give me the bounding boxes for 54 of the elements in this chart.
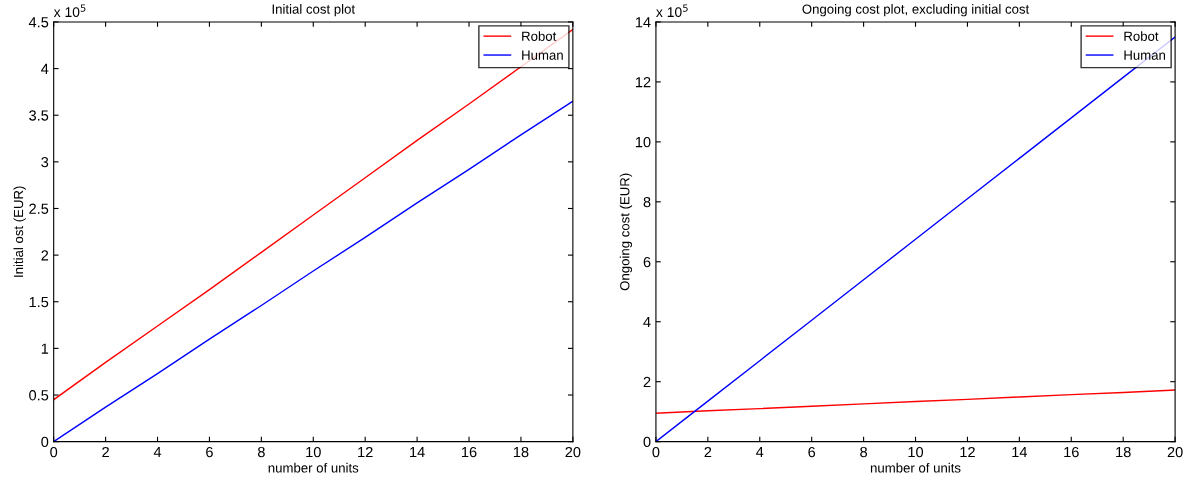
- x-tick-label: 2: [704, 446, 712, 458]
- x-tick-label: 10: [908, 446, 924, 458]
- legend-label: Robot: [1124, 31, 1159, 41]
- y-tick-label: 2: [41, 250, 49, 261]
- x-tick-label: 4: [153, 447, 162, 458]
- y-tick-label: 1.5: [29, 297, 49, 308]
- y-axis-title: Ongoing cost (EUR): [619, 173, 633, 291]
- x-tick-label: 20: [1167, 446, 1183, 458]
- line-series: [655, 389, 1176, 414]
- y-tick-label: 4: [41, 63, 49, 74]
- legend-label: Human: [1124, 50, 1166, 60]
- x-tick-label: 18: [513, 446, 529, 458]
- x-tick-label: 0: [652, 446, 660, 458]
- x-tick-label: 10: [306, 446, 321, 458]
- y-tick-label: 0: [41, 436, 49, 448]
- y-axis-title: Initial ost (EUR): [13, 186, 26, 277]
- y-tick-label: 0: [643, 436, 651, 448]
- y-tick-label: 8: [643, 196, 651, 208]
- y-tick-label: 0.5: [29, 390, 49, 401]
- y-tick-label: 3.5: [29, 110, 49, 121]
- x-tick-label: 12: [960, 446, 975, 458]
- x-tick-label: 16: [1064, 446, 1079, 458]
- x-tick-label: 18: [1116, 446, 1131, 458]
- y-tick-label: 14: [635, 17, 651, 28]
- y-tick-label: 3: [41, 156, 49, 168]
- x-tick-label: 20: [565, 446, 581, 458]
- text: x 10$^{5}$: [656, 4, 688, 18]
- x-axis-title: number of units: [870, 462, 961, 473]
- y-tick-label: 4.5: [28, 17, 49, 28]
- chart-title: Initial cost plot: [272, 4, 355, 17]
- x-tick-label: 4: [756, 447, 764, 458]
- x-tick-label: 16: [462, 446, 477, 458]
- y-tick-label: 4: [643, 316, 651, 328]
- legend-label: Human: [522, 50, 563, 60]
- text: x 10$^{5}$: [53, 4, 86, 18]
- x-tick-label: 0: [50, 446, 58, 458]
- y-tick-label: 2: [643, 376, 651, 387]
- y-tick-label: 1: [41, 343, 49, 354]
- chart-title: Ongoing cost plot, excluding initial cost: [802, 4, 1030, 17]
- legend-label: Robot: [522, 31, 557, 41]
- y-tick-label: 6: [643, 256, 651, 268]
- x-tick-label: 14: [1012, 447, 1028, 458]
- x-tick-label: 6: [206, 446, 213, 458]
- line-series: [53, 28, 573, 401]
- x-tick-label: 8: [257, 446, 265, 458]
- x-tick-label: 14: [410, 447, 425, 458]
- x-tick-label: 12: [358, 446, 373, 458]
- y-tick-label: 2.5: [29, 203, 49, 214]
- x-tick-label: 6: [808, 446, 816, 458]
- x-axis-title: number of units: [268, 462, 359, 473]
- y-tick-label: 10: [635, 136, 651, 148]
- y-tick-label: 12: [635, 77, 651, 88]
- x-tick-label: 8: [860, 446, 868, 458]
- x-tick-label: 2: [102, 446, 109, 458]
